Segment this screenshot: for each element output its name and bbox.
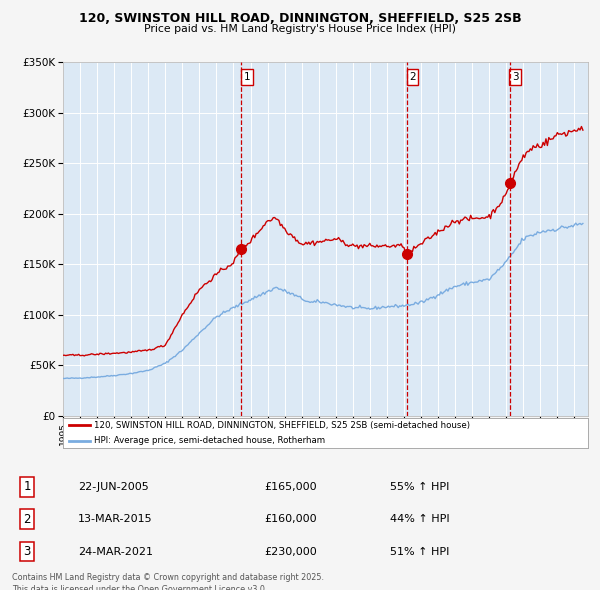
Text: £165,000: £165,000: [264, 482, 317, 491]
Text: 3: 3: [512, 72, 518, 82]
Text: 13-MAR-2015: 13-MAR-2015: [78, 514, 152, 524]
Text: 44% ↑ HPI: 44% ↑ HPI: [390, 514, 449, 524]
Text: 1: 1: [23, 480, 31, 493]
Text: £230,000: £230,000: [264, 547, 317, 556]
Text: 51% ↑ HPI: 51% ↑ HPI: [390, 547, 449, 556]
Text: 55% ↑ HPI: 55% ↑ HPI: [390, 482, 449, 491]
Text: 2: 2: [23, 513, 31, 526]
Text: 3: 3: [23, 545, 31, 558]
Text: 1: 1: [244, 72, 250, 82]
Text: 22-JUN-2005: 22-JUN-2005: [78, 482, 149, 491]
Text: 120, SWINSTON HILL ROAD, DINNINGTON, SHEFFIELD, S25 2SB (semi-detached house): 120, SWINSTON HILL ROAD, DINNINGTON, SHE…: [95, 421, 470, 430]
Text: 24-MAR-2021: 24-MAR-2021: [78, 547, 153, 556]
Text: Price paid vs. HM Land Registry's House Price Index (HPI): Price paid vs. HM Land Registry's House …: [144, 24, 456, 34]
Text: £160,000: £160,000: [264, 514, 317, 524]
Text: Contains HM Land Registry data © Crown copyright and database right 2025.
This d: Contains HM Land Registry data © Crown c…: [12, 573, 324, 590]
Text: 120, SWINSTON HILL ROAD, DINNINGTON, SHEFFIELD, S25 2SB: 120, SWINSTON HILL ROAD, DINNINGTON, SHE…: [79, 12, 521, 25]
Text: HPI: Average price, semi-detached house, Rotherham: HPI: Average price, semi-detached house,…: [95, 436, 326, 445]
Text: 2: 2: [409, 72, 416, 82]
